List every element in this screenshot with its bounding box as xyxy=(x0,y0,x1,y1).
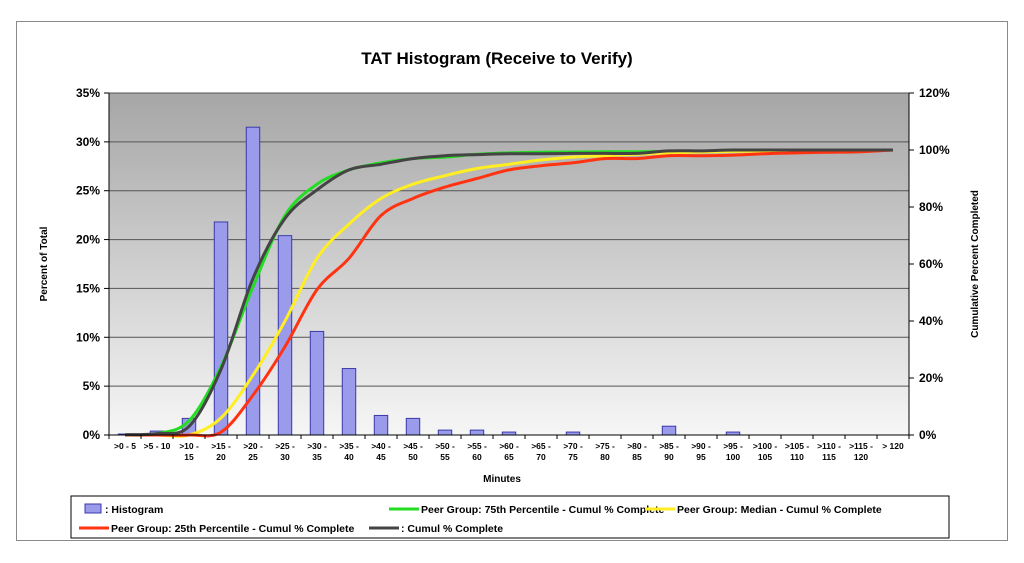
legend-item: : Histogram xyxy=(84,503,163,516)
y-tick-label: 10% xyxy=(76,330,100,344)
x-tick-label: >70 -75 xyxy=(563,441,583,462)
x-tick-label: >100 -105 xyxy=(753,441,778,462)
y2-tick-label: 40% xyxy=(919,314,943,328)
histogram-bar xyxy=(309,330,325,436)
y2-tick-label: 80% xyxy=(919,200,943,214)
legend-label: Peer Group: Median - Cumul % Complete xyxy=(677,504,882,516)
gridlines xyxy=(109,92,909,387)
legend-item: : Cumul % Complete xyxy=(369,523,503,535)
x-tick-label: >20 -25 xyxy=(243,441,263,462)
y-tick-label: 0% xyxy=(83,428,101,442)
x-tick-label: >110 -115 xyxy=(817,441,841,462)
y-tick-label: 5% xyxy=(83,379,101,393)
x-tick-label: >60 -65 xyxy=(499,441,519,462)
chart-title: TAT Histogram (Receive to Verify) xyxy=(361,49,632,68)
chart-frame: TAT Histogram (Receive to Verify) 0% 5% 10… xyxy=(16,21,1008,541)
legend-item: Peer Group: 75th Percentile - Cumul % Co… xyxy=(389,504,664,516)
x-tick-label: >10 -15 xyxy=(179,441,199,462)
x-tick-label: >95 -100 xyxy=(723,441,743,462)
x-tick-label: >25 -30 xyxy=(275,441,295,462)
plot-area xyxy=(108,92,910,436)
x-tick-label: >65 -70 xyxy=(531,441,551,462)
y2-tick-label: 0% xyxy=(919,428,937,442)
legend-swatch xyxy=(84,503,102,514)
x-tick-label: >5 - 10 xyxy=(144,441,171,451)
y2-tick-label: 60% xyxy=(919,257,943,271)
x-tick-label: > 120 xyxy=(882,441,904,451)
x-tick-label: >0 - 5 xyxy=(114,441,136,451)
x-tick-label: >55 -60 xyxy=(467,441,487,462)
histogram-bar xyxy=(437,429,453,436)
series-line xyxy=(124,148,894,438)
x-tick-label: >105 -110 xyxy=(785,441,810,462)
x-tick-label: >15 -20 xyxy=(211,441,231,462)
y2-tick-label: 100% xyxy=(919,143,950,157)
y-axis-title: Percent of Total xyxy=(39,226,50,301)
x-axis-title: Minutes xyxy=(483,474,521,485)
legend-label: : Histogram xyxy=(105,504,163,516)
x-tick-label: >30 -35 xyxy=(307,441,327,462)
histogram-bar xyxy=(661,425,677,436)
x-tick-label: >90 -95 xyxy=(691,441,711,462)
x-tick-label: >40 -45 xyxy=(371,441,391,462)
legend-item: Peer Group: 25th Percentile - Cumul % Co… xyxy=(79,523,354,535)
histogram-bar xyxy=(469,429,485,436)
x-tick-label: >80 -85 xyxy=(627,441,647,462)
histogram-bar xyxy=(341,368,357,436)
legend-label: Peer Group: 25th Percentile - Cumul % Co… xyxy=(111,523,354,535)
legend-box xyxy=(70,495,950,539)
y-tick-label: 25% xyxy=(76,184,100,198)
y2-tick-label: 120% xyxy=(919,86,950,100)
y-tick-label: 30% xyxy=(76,135,100,149)
x-tick-label: >75 -80 xyxy=(595,441,615,462)
legend: : Histogram Peer Group: 75th Percentile -… xyxy=(79,503,882,535)
histogram-bar xyxy=(405,417,421,436)
histogram-bar xyxy=(373,414,389,436)
legend-item: Peer Group: Median - Cumul % Complete xyxy=(645,504,882,516)
series-line xyxy=(124,148,893,437)
x-tick-label: >50 -55 xyxy=(435,441,455,462)
axes: 0% 5% 10% 15% 20% 25% 30% 35% 0% 20% 40% 60% 80% 100%… xyxy=(76,86,950,462)
x-tick-label: >35 -40 xyxy=(339,441,359,462)
y-tick-label: 35% xyxy=(76,86,100,100)
legend-label: Peer Group: 75th Percentile - Cumul % Co… xyxy=(421,504,664,516)
y-tick-label: 15% xyxy=(76,281,100,295)
histogram-bar xyxy=(213,221,229,436)
x-tick-label: >115 -120 xyxy=(849,441,873,462)
y-tick-label: 20% xyxy=(76,233,100,247)
x-tick-label: >85 -90 xyxy=(659,441,679,462)
x-tick-label: >45 -50 xyxy=(403,441,423,462)
cumulative-lines xyxy=(124,148,894,438)
y2-tick-label: 20% xyxy=(919,371,943,385)
y2-axis-title: Cumulative Percent Completed xyxy=(970,190,981,338)
chart-svg: TAT Histogram (Receive to Verify) 0% 5% 10… xyxy=(39,49,981,539)
legend-label: : Cumul % Complete xyxy=(401,523,503,535)
